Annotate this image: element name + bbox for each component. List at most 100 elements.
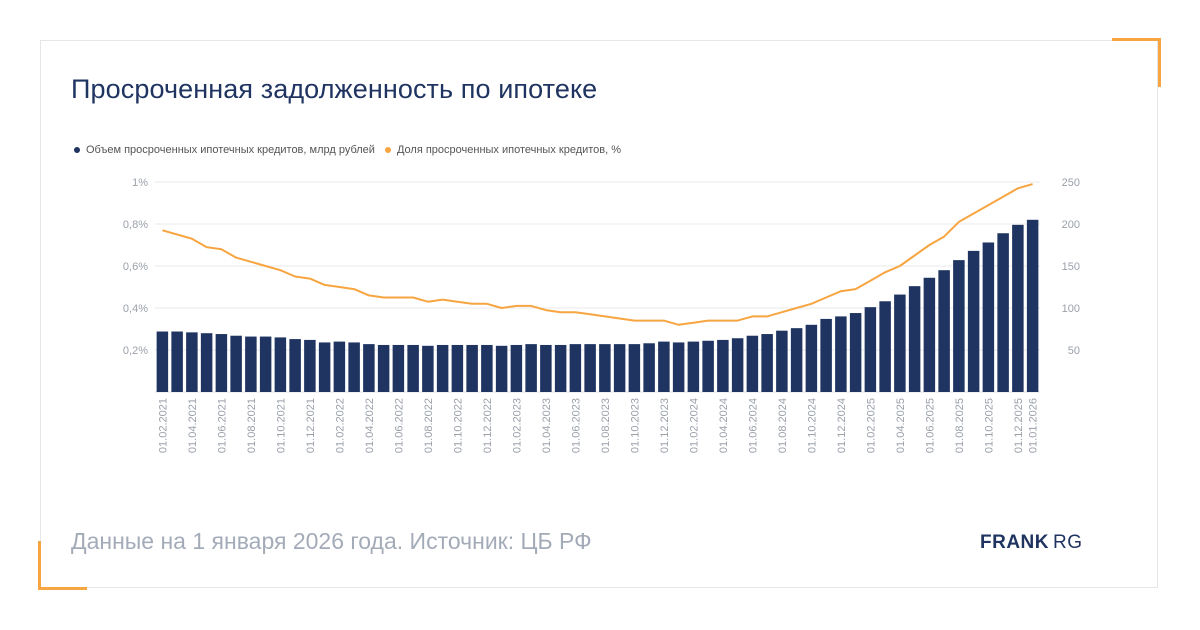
x-axis-tick-label: 01.08.2024 xyxy=(777,398,789,453)
bar xyxy=(304,339,316,392)
legend-label-share: Доля просроченных ипотечных кредитов, % xyxy=(396,144,622,156)
bar xyxy=(894,294,906,392)
source-note: Данные на 1 января 2026 года. Источник: … xyxy=(71,528,592,554)
bar xyxy=(259,336,272,392)
bar xyxy=(997,233,1009,392)
right-axis-tick-label: 100 xyxy=(1062,303,1080,315)
bar xyxy=(864,307,877,392)
x-axis-tick-label: 01.08.2023 xyxy=(600,398,612,453)
brand-logo: FRANK RG xyxy=(980,532,1083,554)
chart-card xyxy=(40,40,1158,588)
x-axis-tick-label: 01.04.2024 xyxy=(718,398,730,453)
bar xyxy=(849,313,862,392)
bar xyxy=(407,344,419,392)
x-axis-tick-label: 01.04.2022 xyxy=(364,398,376,453)
x-axis-tick-label: 01.12.2024 xyxy=(836,398,848,453)
x-axis-tick-label: 01.02.2023 xyxy=(511,398,523,453)
bar xyxy=(938,270,950,392)
chart-legend: Объем просроченных ипотечных кредитов, м… xyxy=(74,144,621,156)
bar xyxy=(908,286,921,392)
x-axis-tick-label: 01.10.2025 xyxy=(983,398,995,453)
left-axis-tick-label: 0,2% xyxy=(123,345,148,357)
bar xyxy=(392,344,405,392)
bar xyxy=(156,331,169,392)
bar xyxy=(923,277,936,392)
bar xyxy=(761,334,773,392)
x-axis-tick-label: 01.10.2022 xyxy=(452,398,464,453)
x-axis-tick-label: 01.06.2021 xyxy=(216,398,228,453)
x-axis-tick-label: 01.06.2025 xyxy=(924,398,936,453)
x-axis-tick-label: 01.12.2022 xyxy=(482,398,494,453)
bar xyxy=(879,301,891,392)
bar xyxy=(702,340,714,392)
x-axis-tick-label: 01.04.2021 xyxy=(187,398,199,453)
x-axis-tick-label: 01.04.2025 xyxy=(895,398,907,453)
x-axis-tick-label: 01.10.2024 xyxy=(806,398,818,453)
x-axis-tick-label: 01.12.2021 xyxy=(305,398,317,453)
right-axis-tick-label: 200 xyxy=(1062,219,1080,231)
right-axis-tick-label: 150 xyxy=(1062,261,1080,273)
right-axis-tick-label: 50 xyxy=(1068,345,1080,357)
bar xyxy=(495,345,508,392)
bar xyxy=(982,242,995,392)
bar xyxy=(171,331,183,392)
bar xyxy=(820,318,832,392)
bar xyxy=(377,344,390,392)
left-axis-tick-label: 1% xyxy=(132,177,148,189)
x-axis-tick-label: 01.08.2022 xyxy=(423,398,435,453)
x-axis-tick-label: 01.06.2022 xyxy=(393,398,405,453)
bar xyxy=(613,344,626,392)
bar xyxy=(805,324,818,392)
corner-accent-top-right-horizontal xyxy=(1112,38,1161,41)
corner-accent-bottom-left-horizontal xyxy=(38,587,87,590)
bar xyxy=(790,328,803,392)
left-axis-tick-label: 0,4% xyxy=(123,303,148,315)
bar xyxy=(274,337,287,392)
bar xyxy=(215,334,228,392)
bar xyxy=(967,250,980,392)
bar xyxy=(776,330,788,392)
bar xyxy=(643,343,655,392)
left-axis-tick-label: 0,6% xyxy=(123,261,148,273)
chart-title: Просроченная задолженность по ипотеке xyxy=(71,74,598,104)
x-axis-tick-label: 01.06.2023 xyxy=(570,398,582,453)
x-axis-tick-label: 01.12.2025 xyxy=(1013,398,1025,453)
corner-accent-top-right-vertical xyxy=(1158,38,1161,87)
x-axis-tick-label: 01.04.2023 xyxy=(541,398,553,453)
bar xyxy=(658,341,670,392)
legend-dot-volume xyxy=(74,147,80,153)
logo-bold: FRANK xyxy=(980,532,1049,553)
bar xyxy=(230,335,242,392)
bar xyxy=(510,344,523,392)
bar xyxy=(569,344,582,392)
legend-dot-share xyxy=(384,147,391,153)
legend-label-volume: Объем просроченных ипотечных кредитов, м… xyxy=(86,144,375,156)
x-axis-tick-label: 01.02.2025 xyxy=(865,398,877,453)
x-axis-tick-label: 01.01.2026 xyxy=(1028,398,1040,453)
bar xyxy=(746,335,759,392)
bar xyxy=(466,344,478,392)
bar xyxy=(540,344,552,392)
x-axis-tick-label: 01.08.2025 xyxy=(954,398,966,453)
x-axis-tick-label: 01.10.2021 xyxy=(275,398,287,453)
x-axis-tick-label: 01.10.2023 xyxy=(629,398,641,453)
bar xyxy=(451,344,464,392)
bar xyxy=(318,342,331,392)
x-axis-tick-label: 01.08.2021 xyxy=(246,398,258,453)
right-axis-tick-label: 250 xyxy=(1062,177,1080,189)
corner-accent-bottom-left-vertical xyxy=(38,541,41,590)
share-line xyxy=(162,183,1033,326)
left-axis-tick-label: 0,8% xyxy=(123,219,148,231)
bar xyxy=(436,344,449,392)
bar xyxy=(1026,219,1039,392)
bar xyxy=(363,344,375,392)
x-axis-tick-label: 01.12.2023 xyxy=(659,398,671,453)
bar xyxy=(554,344,567,392)
bar xyxy=(245,336,257,392)
bar xyxy=(186,332,198,392)
bar xyxy=(687,341,700,392)
bar xyxy=(348,342,360,392)
x-axis-tick-label: 01.02.2024 xyxy=(688,398,700,453)
bar xyxy=(422,345,434,392)
